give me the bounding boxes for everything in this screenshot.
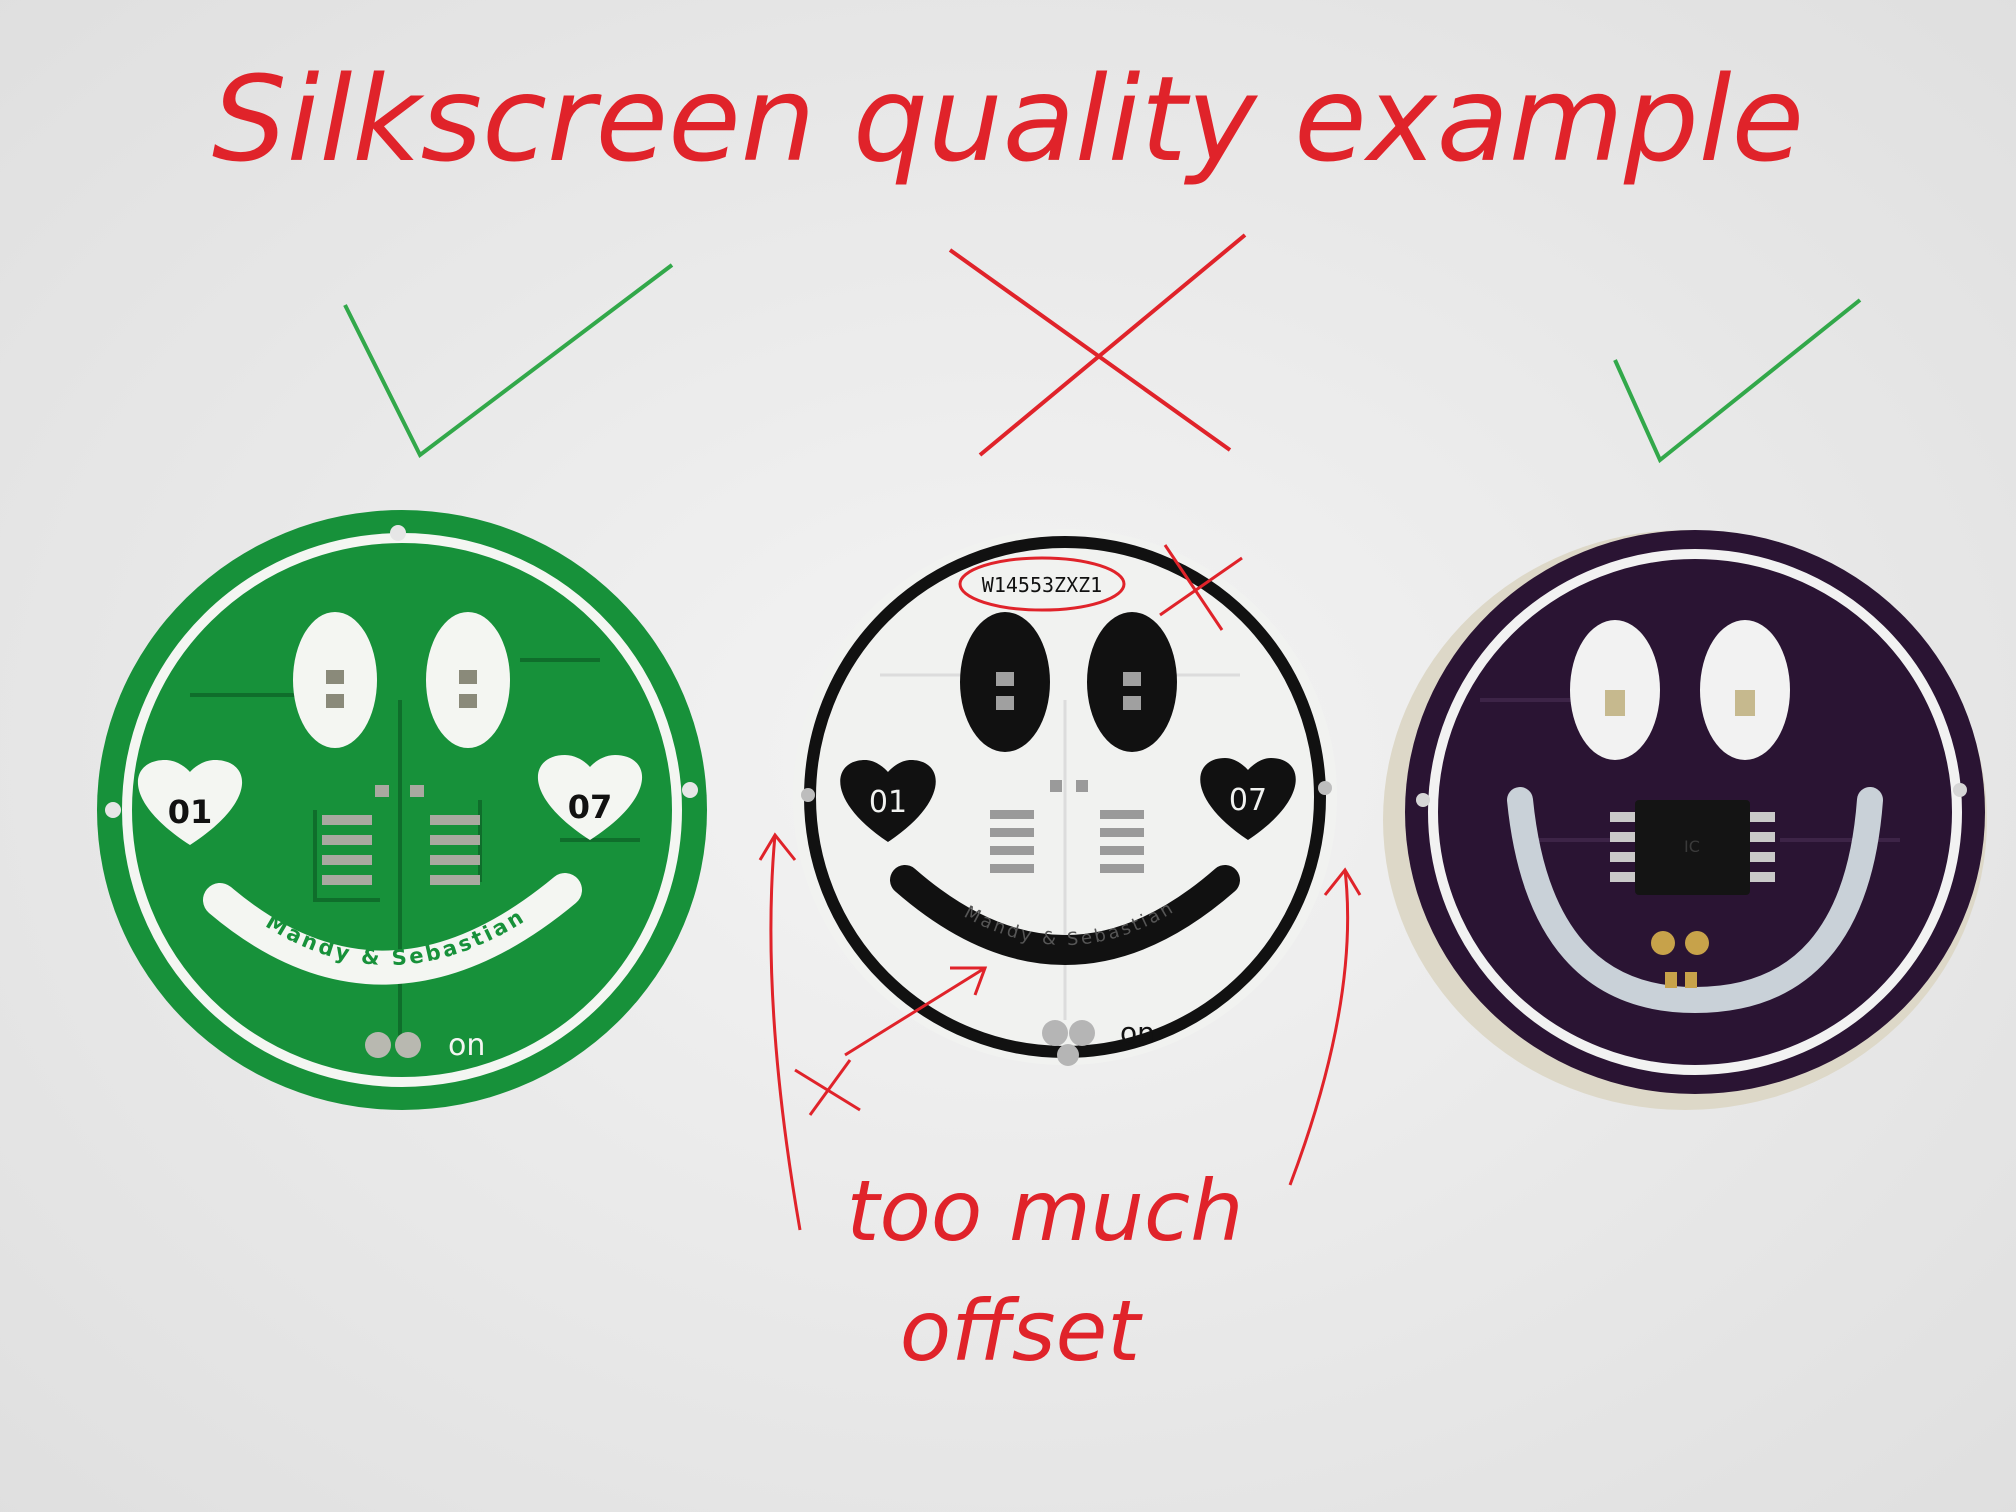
- annotation-title: Silkscreen quality example: [212, 50, 1804, 188]
- check-icon: [343, 263, 674, 459]
- left-heart-label: 01: [869, 785, 907, 820]
- check-icon: [1613, 298, 1862, 464]
- arrow-icon: [758, 832, 802, 1231]
- left-heart-label: 01: [168, 793, 213, 831]
- cross-icon: [1159, 544, 1243, 631]
- green-board: 01 07 Mandy & Sebastian on: [97, 510, 707, 1110]
- right-heart-icon: [537, 755, 643, 840]
- smile: [890, 865, 1240, 965]
- caption-line-2: offset: [900, 1282, 1143, 1380]
- cross-icon: [948, 233, 1247, 457]
- code-highlight-circle: [958, 556, 1126, 612]
- left-heart-icon: [137, 760, 243, 845]
- left-heart-icon: [840, 760, 936, 842]
- right-heart-icon: [1200, 758, 1296, 840]
- switch-label: on: [1120, 1016, 1155, 1049]
- caption-line-1: too much: [847, 1162, 1244, 1260]
- cross-icon: [794, 1059, 861, 1116]
- arrow-icon: [844, 966, 988, 1057]
- switch-label: on: [448, 1028, 485, 1063]
- board-code: W14553ZXZ1: [982, 573, 1102, 597]
- white-board: W14553ZXZ1 01 07 Mandy & Sebastian on: [793, 529, 1337, 1066]
- smile: [1507, 787, 1883, 1014]
- right-heart-label: 07: [1229, 783, 1267, 818]
- purple-board: IC: [1383, 530, 1987, 1110]
- arrow-icon: [1288, 867, 1362, 1186]
- smile: [203, 873, 582, 985]
- chip-label: IC: [1684, 837, 1700, 856]
- ic-chip: [1635, 800, 1750, 895]
- right-heart-label: 07: [568, 788, 613, 826]
